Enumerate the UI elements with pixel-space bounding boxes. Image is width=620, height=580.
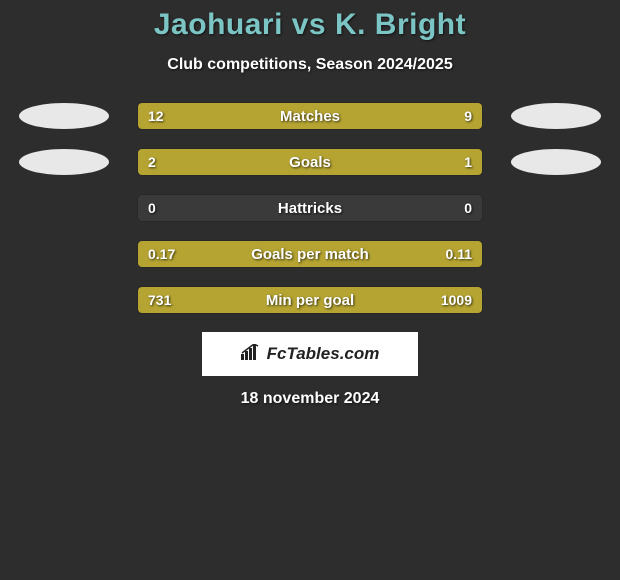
stat-bar: 0.170.11Goals per match (137, 240, 483, 268)
bar-fill-left (138, 149, 368, 175)
stat-value-right: 9 (464, 103, 472, 129)
stat-value-right: 0.11 (446, 241, 472, 267)
stat-row: 21Goals (0, 148, 620, 176)
stat-bar: 7311009Min per goal (137, 286, 483, 314)
player-avatar-left (19, 149, 109, 175)
stat-bar: 21Goals (137, 148, 483, 176)
stat-value-left: 0.17 (148, 241, 175, 267)
player-avatar-right (511, 103, 601, 129)
stat-value-left: 2 (148, 149, 156, 175)
subtitle: Club competitions, Season 2024/2025 (0, 56, 620, 74)
stat-value-left: 731 (148, 287, 171, 313)
chart-bars-icon (241, 344, 261, 365)
stat-row: 0.170.11Goals per match (0, 240, 620, 268)
stat-bar: 129Matches (137, 102, 483, 130)
page-title: Jaohuari vs K. Bright (0, 8, 620, 42)
stat-bar: 0 0Hattricks (137, 194, 483, 222)
player-avatar-right (511, 149, 601, 175)
stat-value-left: 12 (148, 103, 164, 129)
stat-value-right: 0 (464, 195, 472, 221)
stat-row: 0 0Hattricks (0, 194, 620, 222)
logo-box: FcTables.com (202, 332, 418, 376)
stat-value-right: 1009 (441, 287, 472, 313)
stat-row: 129Matches (0, 102, 620, 130)
stat-row: 7311009Min per goal (0, 286, 620, 314)
player-avatar-left (19, 103, 109, 129)
stat-value-right: 1 (464, 149, 472, 175)
bar-fill-left (138, 241, 482, 267)
logo-text: FcTables.com (267, 344, 380, 364)
comparison-chart: Jaohuari vs K. Bright Club competitions,… (0, 0, 620, 408)
bar-fill-left (138, 103, 482, 129)
stat-rows: 129Matches21Goals00Hattricks0.170.11Goal… (0, 102, 620, 314)
date-label: 18 november 2024 (0, 390, 620, 408)
stat-value-left: 0 (148, 195, 156, 221)
stat-label: Hattricks (138, 195, 482, 221)
